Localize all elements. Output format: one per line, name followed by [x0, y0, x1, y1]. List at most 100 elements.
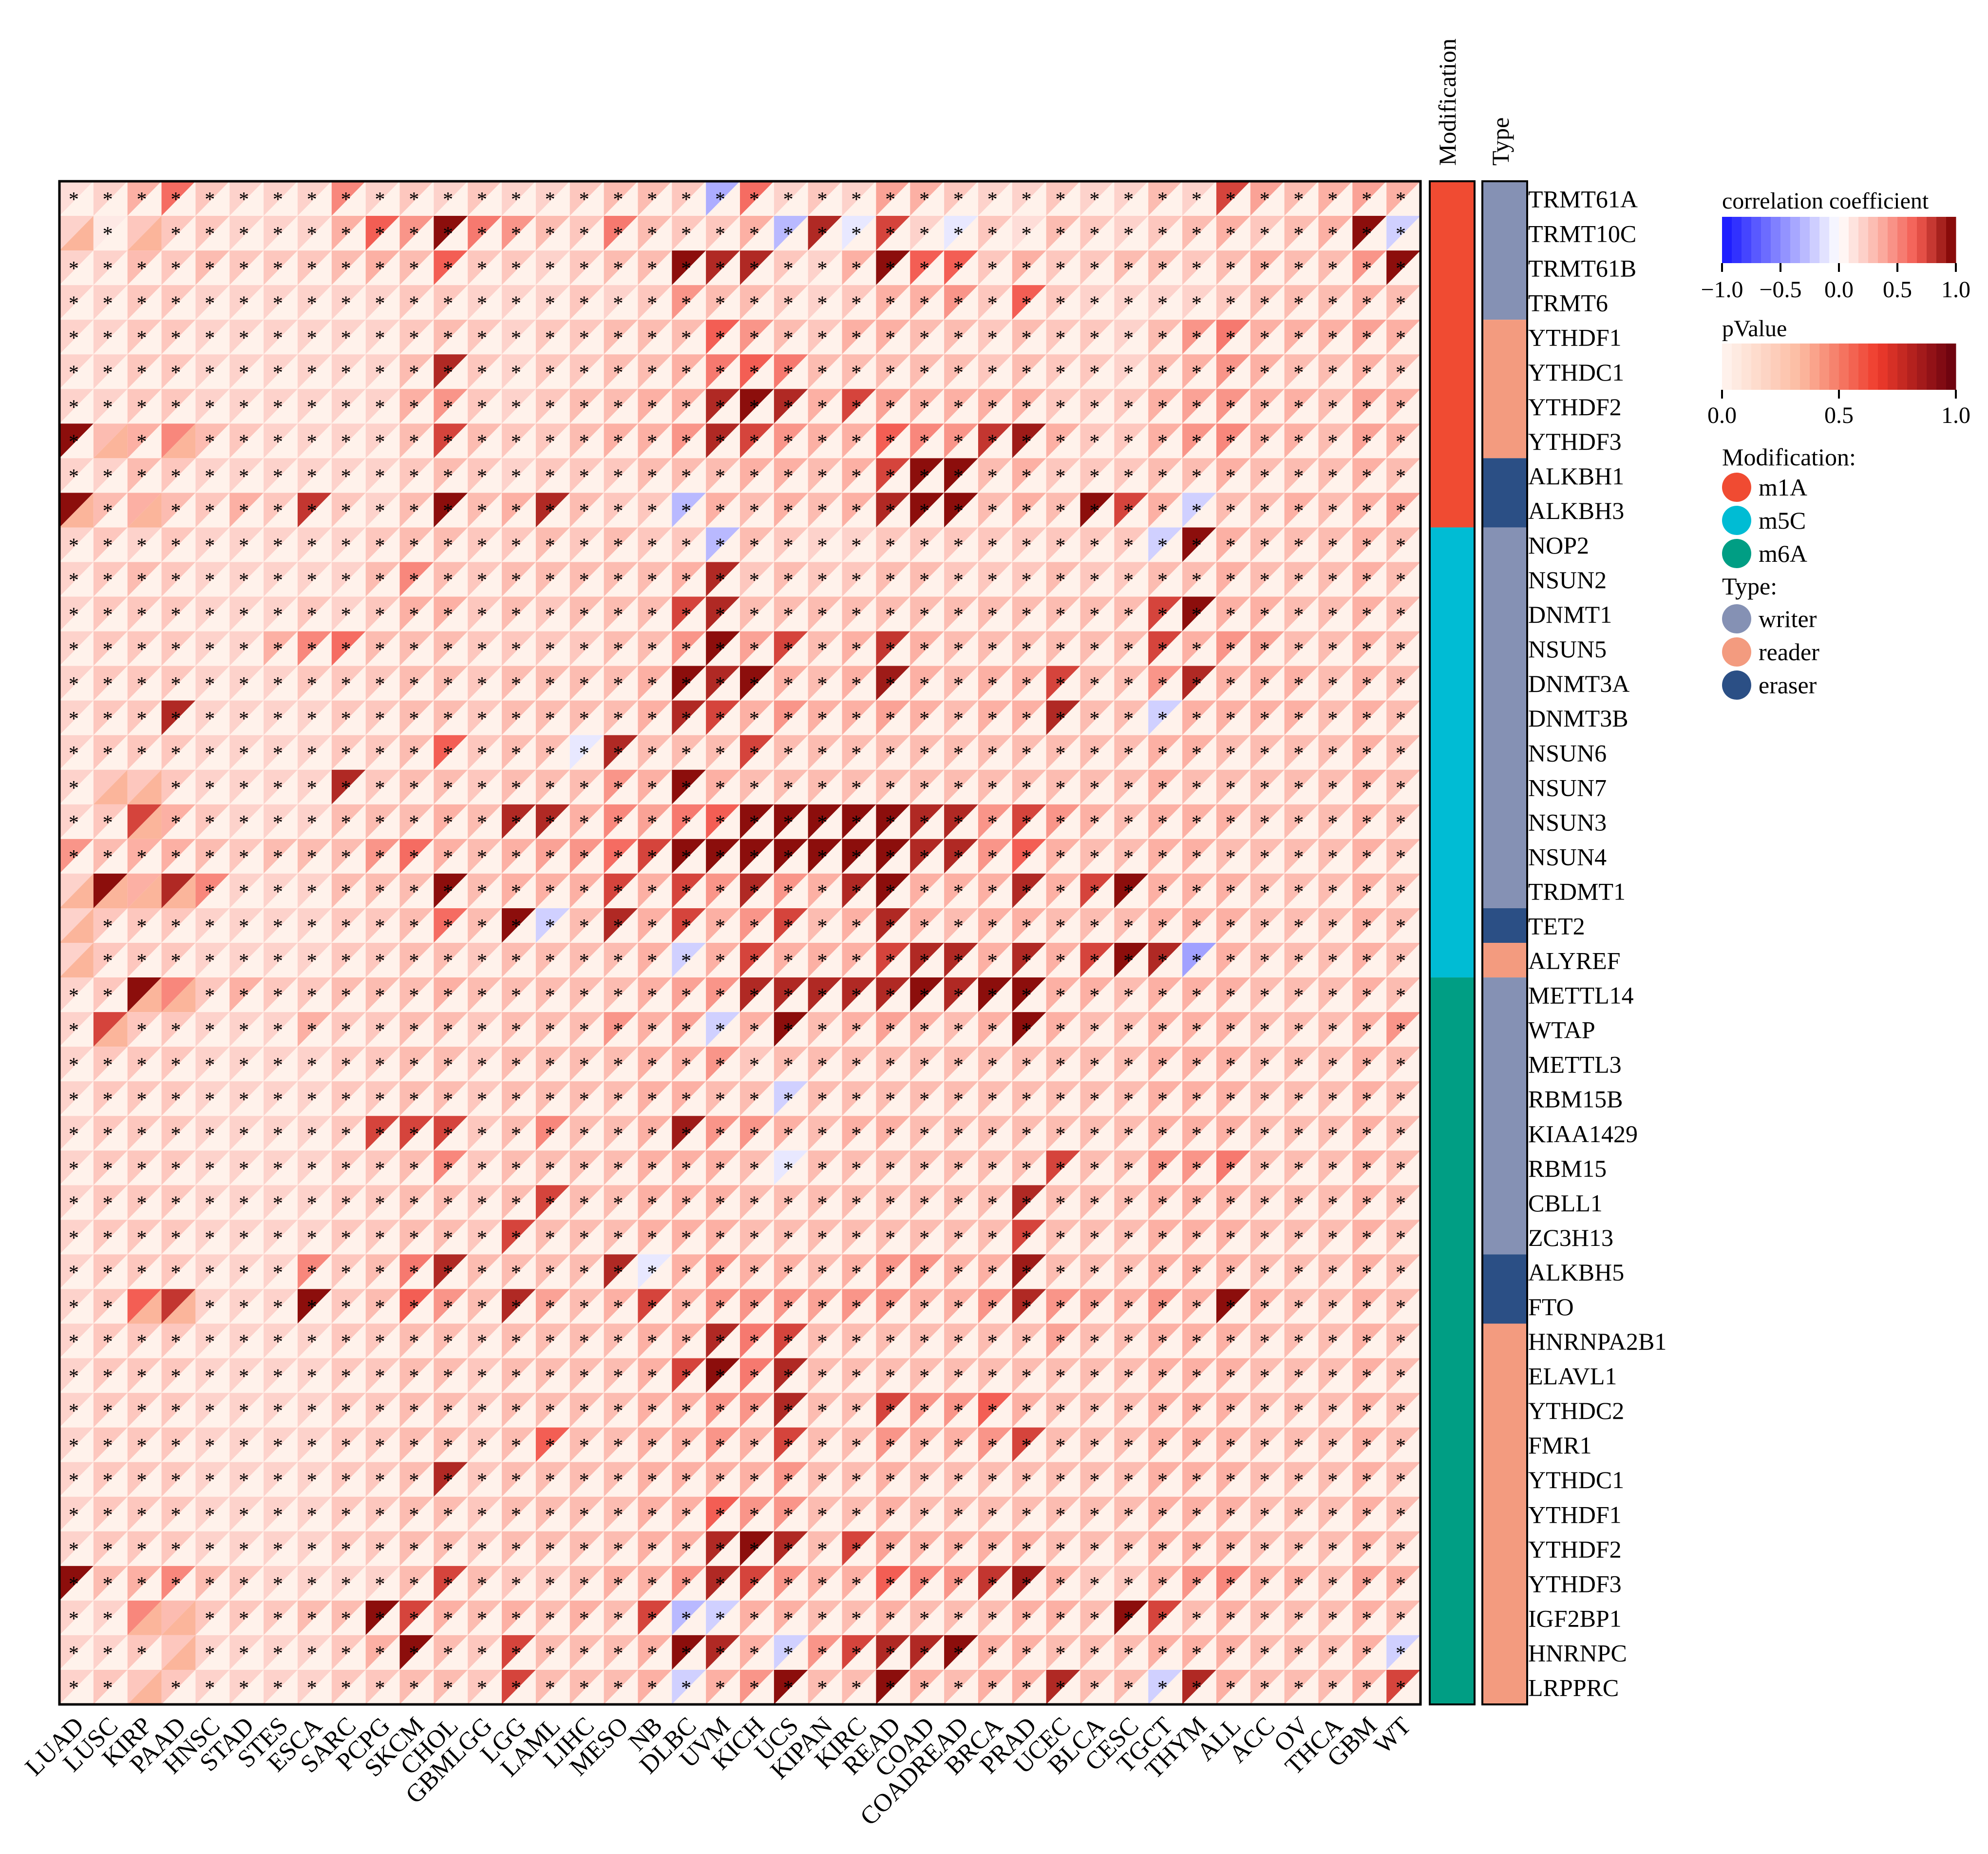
- pvalue-cell: [1284, 527, 1319, 562]
- significance-star: *: [1157, 431, 1168, 453]
- significance-star: *: [681, 1123, 691, 1146]
- correlation-cell: [399, 285, 434, 320]
- significance-star: *: [341, 327, 351, 349]
- pvalue-cell: [1284, 389, 1319, 424]
- correlation-cell: [127, 320, 162, 355]
- significance-star: *: [137, 1539, 147, 1561]
- correlation-cell: [1250, 1393, 1285, 1428]
- significance-star: *: [239, 881, 249, 903]
- pvalue-cell: [1080, 1012, 1115, 1047]
- pvalue-cell: [127, 1531, 162, 1566]
- pvalue-cell: [978, 1220, 1012, 1255]
- correlation-cell: [502, 423, 536, 459]
- pvalue-cell: [1386, 1496, 1420, 1531]
- significance-star: *: [749, 1262, 759, 1284]
- significance-star: *: [817, 639, 828, 661]
- correlation-cell: [876, 631, 910, 666]
- correlation-cell: [569, 804, 604, 839]
- significance-star: *: [170, 292, 181, 315]
- correlation-cell: [1182, 943, 1216, 978]
- pvalue-cell: [944, 735, 978, 770]
- correlation-cell: [604, 562, 638, 597]
- significance-star: *: [477, 1123, 487, 1146]
- significance-star: *: [1226, 743, 1236, 765]
- significance-star: *: [273, 1262, 283, 1284]
- significance-star: *: [1157, 396, 1168, 419]
- significance-star: *: [375, 570, 385, 592]
- significance-star: *: [477, 1366, 487, 1388]
- significance-star: *: [1327, 570, 1338, 592]
- correlation-cell: [434, 1081, 468, 1116]
- correlation-cell: [1216, 320, 1250, 355]
- pvalue-cell: [229, 389, 264, 424]
- pvalue-cell: [93, 596, 128, 631]
- pvalue-cell: [59, 1047, 94, 1082]
- significance-star: *: [545, 950, 555, 973]
- pvalue-cell: [365, 596, 400, 631]
- significance-star: *: [1089, 708, 1099, 730]
- correlation-cell: [399, 320, 434, 355]
- significance-star: *: [1123, 1366, 1134, 1388]
- significance-star: *: [953, 950, 964, 973]
- pvalue-cell: [604, 458, 638, 493]
- correlation-cell: [535, 285, 570, 320]
- pvalue-cell: [638, 216, 672, 251]
- significance-star: *: [205, 639, 215, 661]
- correlation-cell: [1114, 1531, 1149, 1566]
- pvalue-cell: [944, 631, 978, 666]
- significance-star: *: [1123, 708, 1134, 730]
- pvalue-cell: [1182, 1289, 1216, 1324]
- significance-star: *: [1157, 1227, 1168, 1250]
- significance-star: *: [341, 985, 351, 1007]
- correlation-cell: [1250, 1220, 1285, 1255]
- pvalue-cell: [59, 389, 94, 424]
- correlation-cell: [1046, 320, 1080, 355]
- correlation-cell: [468, 631, 502, 666]
- pvalue-cell: [297, 250, 332, 286]
- significance-star: *: [205, 431, 215, 453]
- pvalue-cell: [229, 1150, 264, 1185]
- correlation-cell: [434, 1531, 468, 1566]
- correlation-cell: [672, 285, 706, 320]
- correlation-cell: [774, 216, 808, 251]
- pvalue-cell: [1352, 839, 1387, 874]
- correlation-cell: [331, 1462, 366, 1497]
- correlation-cell: [195, 1047, 230, 1082]
- correlation-cell: [535, 1220, 570, 1255]
- correlation-cell: [1114, 1150, 1149, 1185]
- pvalue-cell: [1250, 354, 1285, 389]
- correlation-cell: [569, 1531, 604, 1566]
- significance-star: *: [783, 1539, 794, 1561]
- correlation-cell: [944, 216, 978, 251]
- pvalue-cell: [264, 1323, 298, 1358]
- significance-star: *: [681, 500, 691, 523]
- pvalue-cell: [706, 1116, 740, 1151]
- correlation-cell: [195, 1150, 230, 1185]
- pvalue-cell: [434, 1566, 468, 1601]
- pvalue-cell: [1318, 1254, 1353, 1289]
- pvalue-cell: [535, 250, 570, 286]
- correlation-cell: [264, 1531, 298, 1566]
- pvalue-cell: [161, 1081, 196, 1116]
- significance-star: *: [1396, 985, 1406, 1007]
- pvalue-cell: [297, 1289, 332, 1324]
- pvalue-cell: [740, 596, 774, 631]
- correlation-cell: [93, 389, 128, 424]
- significance-star: *: [885, 396, 895, 419]
- significance-star: *: [273, 639, 283, 661]
- significance-star: *: [477, 1435, 487, 1457]
- significance-star: *: [69, 604, 79, 627]
- pvalue-cell: [468, 1531, 502, 1566]
- significance-star: *: [1293, 1297, 1304, 1319]
- correlation-cell: [365, 320, 400, 355]
- correlation-cell: [93, 700, 128, 735]
- correlation-cell: [535, 1289, 570, 1324]
- correlation-cell: [740, 562, 774, 597]
- significance-star: *: [239, 812, 249, 834]
- pvalue-cell: [569, 493, 604, 528]
- pvalue-cell: [535, 320, 570, 355]
- significance-star: *: [1396, 881, 1406, 903]
- correlation-cell: [468, 1323, 502, 1358]
- significance-star: *: [1396, 1054, 1406, 1076]
- correlation-cell: [195, 1496, 230, 1531]
